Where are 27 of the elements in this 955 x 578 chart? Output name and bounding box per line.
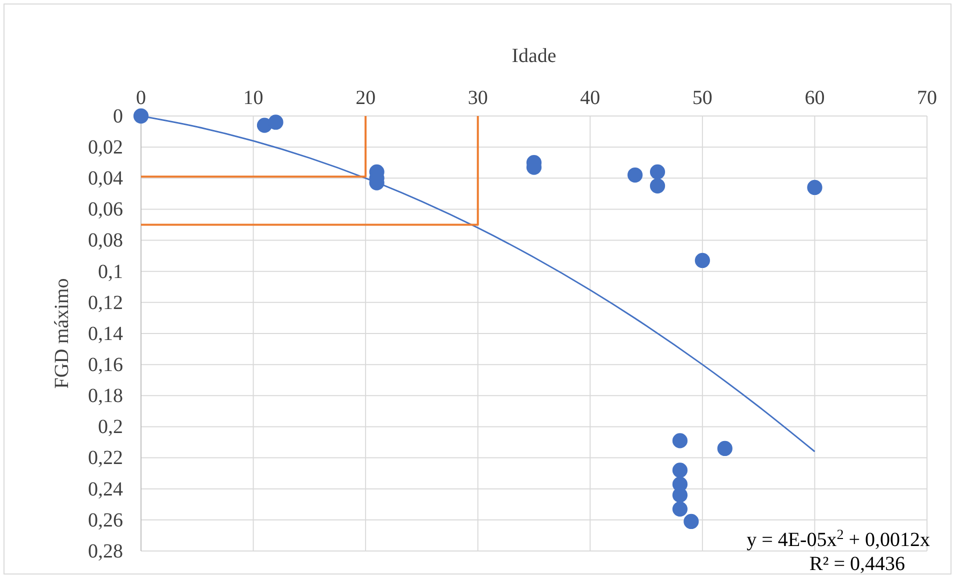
annotation: y = 4E-05x$^{2}$ + 0,0012x <box>746 528 930 551</box>
x-tick-label: 0 <box>136 87 146 109</box>
y-tick-label: 0,12 <box>88 292 123 314</box>
x-axis-title: Idade <box>512 45 556 67</box>
y-tick-label: 0,04 <box>88 168 123 190</box>
y-tick-label: 0,26 <box>88 509 123 532</box>
x-tick-label: 30 <box>468 87 488 109</box>
text: R² = 0,4436 <box>809 553 905 575</box>
y-tick-label: 0,16 <box>88 354 123 376</box>
y-tick-label: 0,2 <box>98 416 123 438</box>
y-tick-label: 0,24 <box>88 478 123 500</box>
y-axis-title: FGD máximo <box>51 278 73 389</box>
y-tick-label: 0,1 <box>98 260 123 283</box>
y-tick-label: 0,28 <box>88 540 123 562</box>
x-tick-label: 50 <box>692 87 712 109</box>
y-tick-label: 0,08 <box>88 230 123 252</box>
y-tick-label: 0,02 <box>88 136 123 158</box>
y-tick-label: 0 <box>113 105 123 128</box>
x-tick-label: 10 <box>243 87 264 109</box>
y-tick-label: 0,18 <box>88 385 123 408</box>
y-tick-label: 0,14 <box>88 322 123 345</box>
x-tick-label: 60 <box>804 87 825 109</box>
y-tick-label: 0,06 <box>88 198 123 221</box>
x-tick-label: 70 <box>917 87 937 109</box>
x-tick-label: 40 <box>580 87 600 109</box>
y-tick-label: 0,22 <box>88 447 123 470</box>
x-tick-label: 20 <box>356 87 376 109</box>
